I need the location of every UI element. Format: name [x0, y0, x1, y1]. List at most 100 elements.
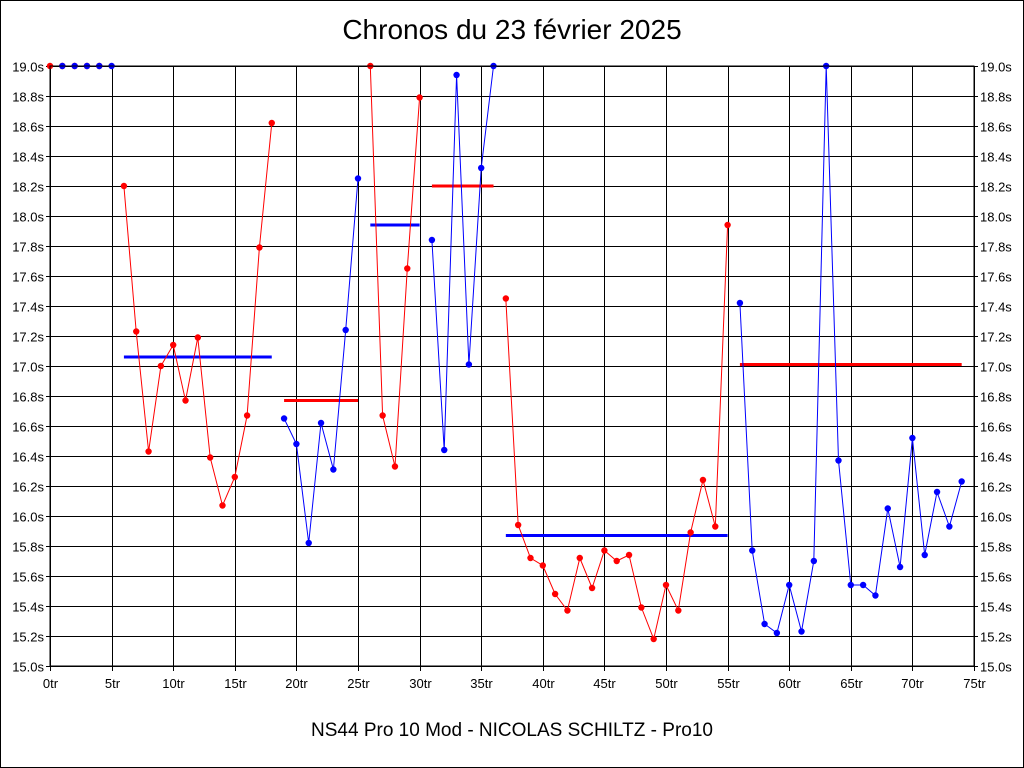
data-point [601, 547, 608, 554]
data-point [712, 523, 719, 530]
data-point [305, 539, 312, 547]
data-point [243, 412, 251, 419]
y-tick-label-right: 17.0s [980, 360, 1012, 375]
average-lines [123, 184, 962, 537]
data-point [638, 604, 645, 611]
y-tick-label-left: 17.8s [12, 240, 44, 255]
series-4 [280, 175, 362, 547]
x-tick-label: 15tr [224, 676, 247, 691]
y-tick-label-right: 15.4s [980, 600, 1012, 615]
y-tick-label-left: 17.6s [12, 270, 44, 285]
series-7 [502, 221, 731, 643]
data-point [687, 529, 694, 536]
data-point [761, 620, 768, 628]
left-y-axis: 15.0s 15.2s 15.4s 15.6s 15.8s 16.0s 16.2s 16.4s… [12, 60, 44, 675]
y-tick-label-right: 15.6s [980, 570, 1012, 585]
data-point [958, 478, 965, 485]
data-point [120, 182, 128, 190]
series-line [123, 122, 273, 508]
x-tick-label: 10tr [162, 676, 185, 691]
x-tick-label: 40tr [532, 676, 555, 691]
y-tick-label-left: 17.4s [12, 300, 44, 315]
data-point [391, 463, 399, 470]
x-tick-label: 30tr [409, 676, 432, 691]
y-tick-label-right: 17.2s [980, 330, 1012, 345]
data-point [736, 299, 744, 307]
data-point [404, 265, 411, 272]
data-point [416, 94, 423, 101]
series [46, 62, 965, 643]
y-tick-label-right: 17.8s [980, 240, 1012, 255]
data-point [588, 584, 596, 592]
x-tick-label: 25tr [347, 676, 370, 691]
y-tick-label-left: 15.6s [12, 570, 44, 585]
data-point [317, 419, 325, 427]
data-point [724, 221, 731, 229]
data-point [539, 562, 546, 569]
x-tick-label: 65tr [840, 676, 863, 691]
data-point [896, 563, 904, 571]
x-tick-label: 60tr [778, 676, 801, 691]
data-point [379, 412, 386, 419]
x-tick-label: 5tr [105, 676, 121, 691]
y-tick-label-left: 16.6s [12, 420, 44, 435]
y-tick-label-left: 18.2s [12, 180, 44, 195]
data-point [613, 557, 620, 565]
series-3 [120, 119, 275, 509]
data-point [933, 488, 941, 496]
y-tick-label-left: 15.2s [12, 630, 44, 645]
data-point [847, 581, 854, 589]
y-tick-label-left: 15.4s [12, 600, 44, 615]
x-tick-label: 45tr [593, 676, 616, 691]
y-tick-label-right: 15.0s [980, 660, 1012, 675]
y-tick-label-right: 16.0s [980, 510, 1012, 525]
data-point [909, 434, 916, 442]
data-point [145, 448, 152, 455]
data-point [206, 454, 214, 461]
y-tick-label-left: 18.4s [12, 150, 44, 165]
y-tick-label-right: 19.0s [980, 60, 1012, 75]
y-tick-label-left: 18.0s [12, 210, 44, 225]
y-tick-label-right: 16.2s [980, 480, 1012, 495]
data-point [662, 581, 670, 589]
data-point [133, 328, 140, 335]
data-point [835, 457, 842, 464]
data-point [514, 521, 522, 529]
series-8 [736, 62, 965, 637]
y-tick-label-right: 18.4s [980, 150, 1012, 165]
chart-title: Chronos du 23 février 2025 [342, 14, 682, 45]
series-5 [367, 62, 423, 470]
y-tick-label-right: 16.6s [980, 420, 1012, 435]
data-point [231, 473, 238, 481]
y-tick-label-left: 16.4s [12, 450, 44, 465]
y-tick-label-right: 18.0s [980, 210, 1012, 225]
y-tick-label-left: 16.8s [12, 390, 44, 405]
data-point [576, 554, 583, 562]
x-tick-label: 0tr [43, 676, 59, 691]
data-point [182, 397, 189, 404]
x-tick-label: 50tr [655, 676, 678, 691]
data-point [170, 341, 177, 349]
plot-border [49, 65, 975, 667]
y-tick-label-right: 18.6s [980, 120, 1012, 135]
y-tick-label-left: 17.2s [12, 330, 44, 345]
x-tick-label: 70tr [901, 676, 924, 691]
y-tick-label-left: 15.8s [12, 540, 44, 555]
data-point [293, 440, 300, 448]
x-axis: 0tr 5tr 10tr 15tr 20tr 25tr 30tr 35tr 40tr 45tr 50… [43, 676, 986, 691]
chart-subtitle: NS44 Pro 10 Mod - NICOLAS SCHILTZ - Pro1… [311, 720, 713, 741]
x-tick-label: 20tr [285, 676, 308, 691]
data-point [441, 446, 448, 454]
data-point [946, 523, 953, 530]
data-point [194, 334, 202, 341]
grid [46, 66, 978, 671]
data-point [219, 502, 226, 509]
data-point [502, 295, 510, 302]
y-tick-label-right: 16.4s [980, 450, 1012, 465]
data-point [527, 554, 534, 562]
x-tick-label: 35tr [470, 676, 493, 691]
data-point [884, 505, 891, 512]
y-tick-label-left: 15.0s [12, 660, 44, 675]
